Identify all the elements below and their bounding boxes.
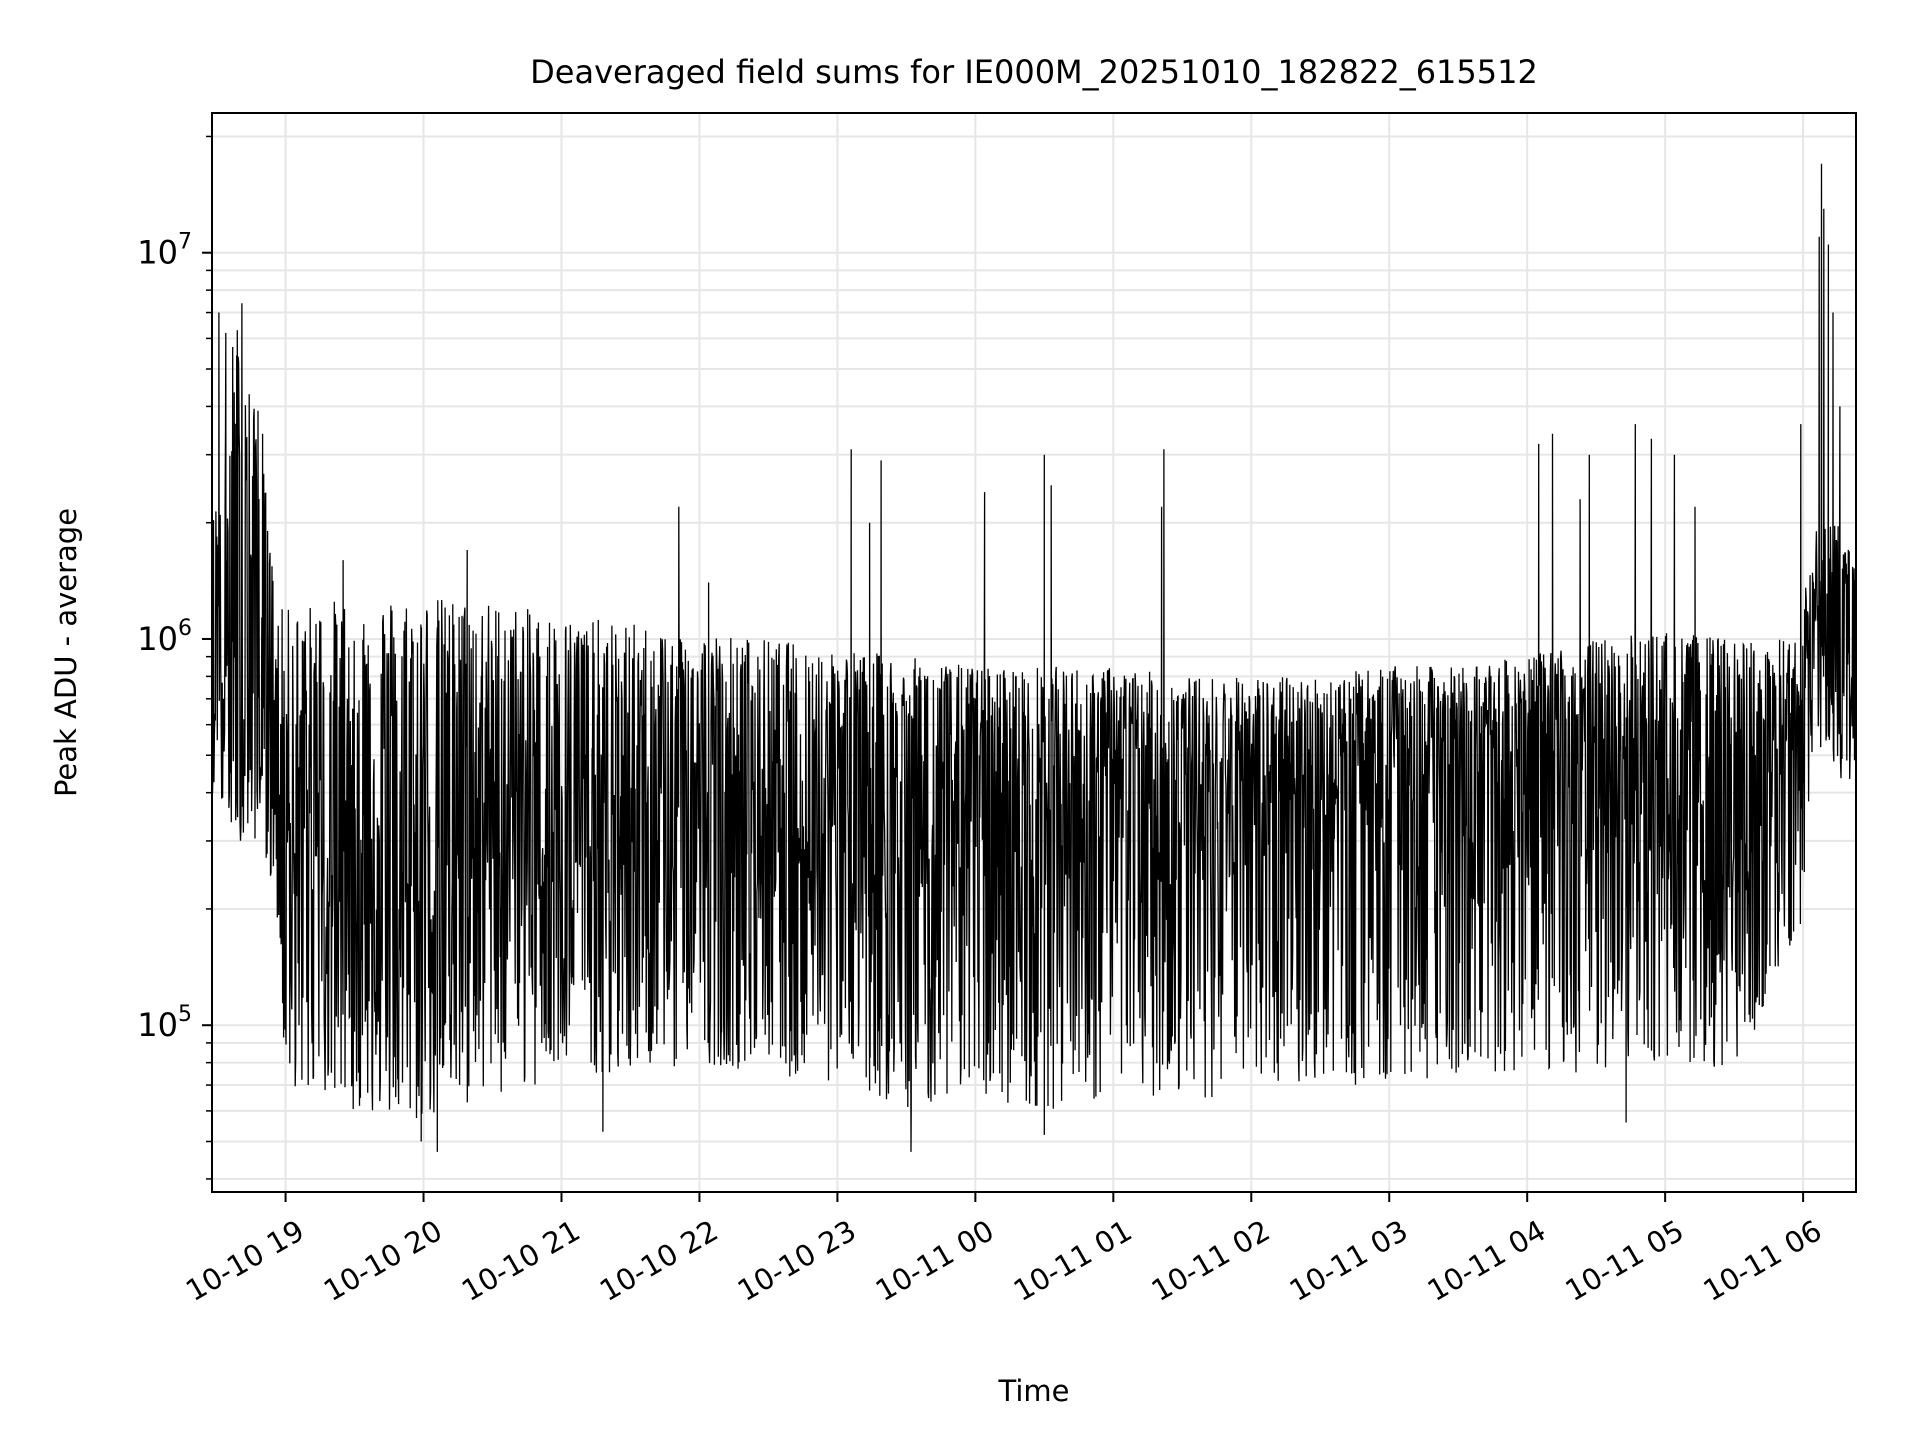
chart-title: Deaveraged field sums for IE000M_2025101… bbox=[530, 53, 1538, 91]
x-tick-label: 10-10 22 bbox=[594, 1213, 724, 1308]
x-tick-label: 10-11 00 bbox=[870, 1213, 1000, 1308]
y-tick-label: 107 bbox=[137, 230, 192, 272]
x-tick-label: 10-11 03 bbox=[1284, 1213, 1414, 1308]
y-axis-label: Peak ADU - average bbox=[49, 508, 83, 797]
x-tick-label: 10-10 21 bbox=[456, 1213, 586, 1308]
x-tick-label: 10-11 06 bbox=[1697, 1213, 1827, 1308]
x-tick-label: 10-11 04 bbox=[1422, 1213, 1552, 1308]
x-tick-label: 10-10 19 bbox=[180, 1213, 310, 1308]
x-axis-label: Time bbox=[998, 1374, 1070, 1408]
x-tick-label: 10-11 01 bbox=[1008, 1213, 1138, 1308]
y-tick-label: 105 bbox=[137, 1002, 192, 1044]
plot-area bbox=[212, 163, 1856, 1152]
y-tick-label: 106 bbox=[137, 616, 192, 658]
series-layer bbox=[212, 163, 1856, 1152]
x-tick-label: 10-10 20 bbox=[318, 1213, 448, 1308]
series-line bbox=[212, 163, 1856, 1152]
plot-frame bbox=[211, 112, 1857, 1193]
x-tick-label: 10-11 02 bbox=[1146, 1213, 1276, 1308]
x-tick-label: 10-10 23 bbox=[732, 1213, 862, 1308]
x-tick-label: 10-11 05 bbox=[1560, 1213, 1690, 1308]
